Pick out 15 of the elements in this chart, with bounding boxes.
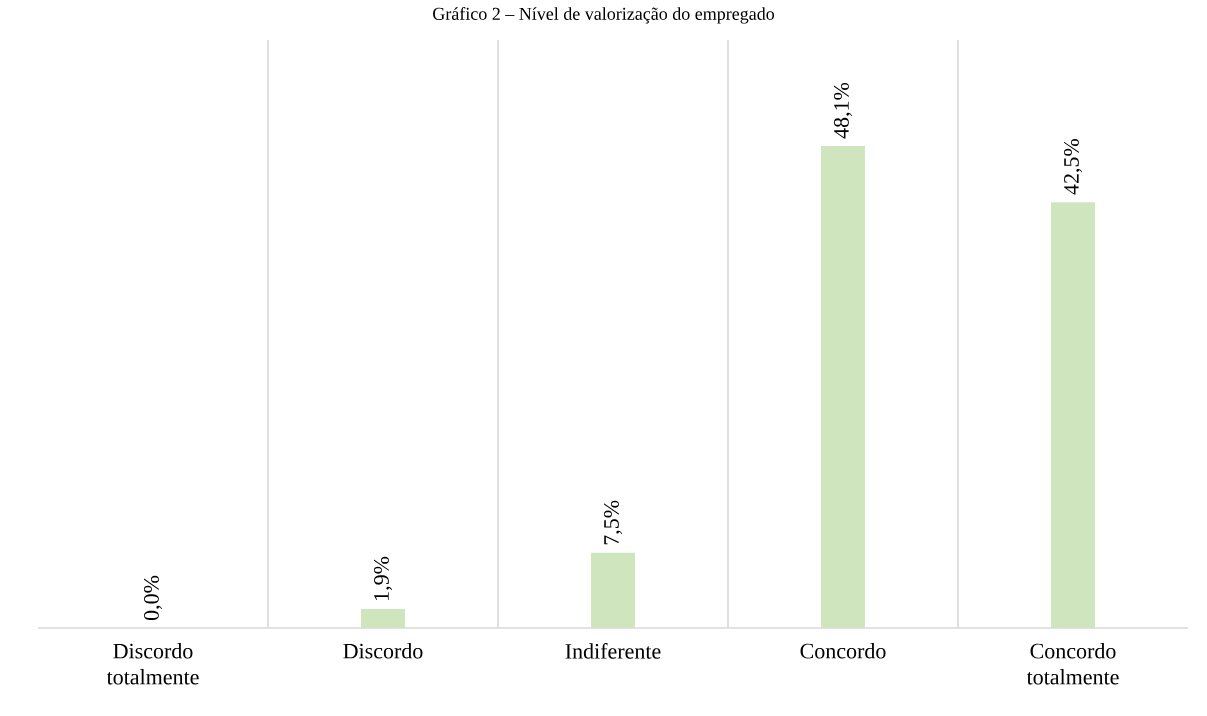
- chart-title: Gráfico 2 – Nível de valorização do empregado: [433, 7, 775, 24]
- data-label: 1,9%: [374, 556, 393, 600]
- bar: [361, 608, 405, 628]
- data-label: 7,5%: [604, 500, 623, 545]
- bar: [821, 146, 865, 628]
- bar: [1050, 202, 1095, 628]
- x-tick-label: Indiferente: [565, 643, 661, 659]
- x-tick-label: Discordo totalmente: [106, 643, 199, 685]
- x-tick-label: Discordo: [343, 643, 423, 659]
- data-label: 42,5%: [1064, 139, 1083, 195]
- x-tick-label: Concordo: [800, 643, 886, 659]
- data-label: 0,0%: [144, 575, 163, 621]
- data-label: 48,1%: [834, 82, 853, 139]
- x-tick-label: Concordo totalmente: [1026, 643, 1119, 685]
- bar: [591, 552, 635, 628]
